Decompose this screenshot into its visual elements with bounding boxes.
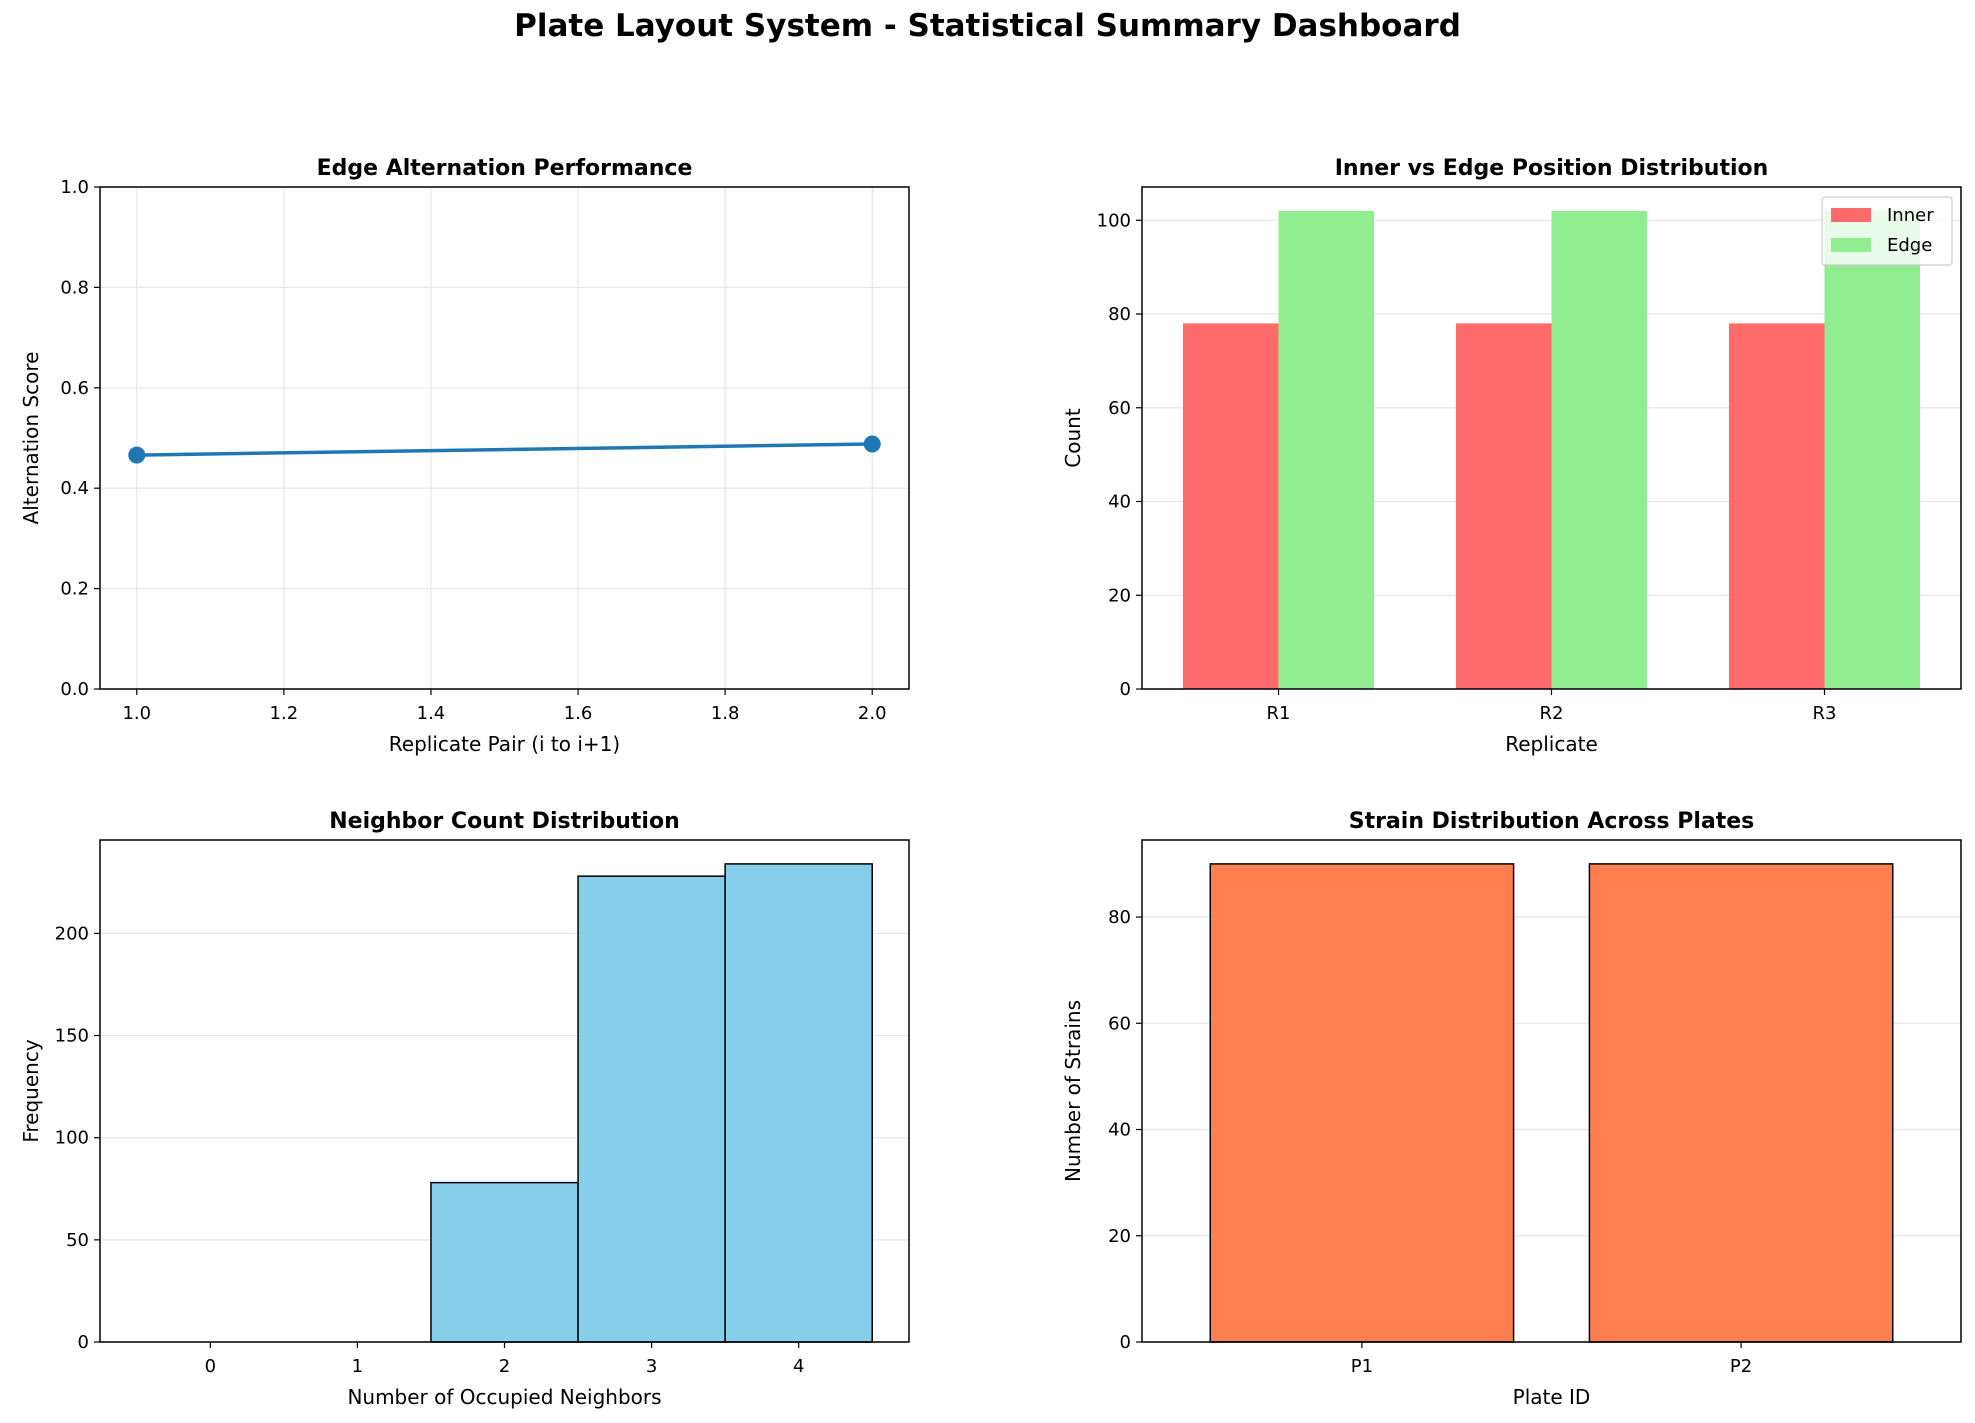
x-tick-label: 1.4 xyxy=(417,703,446,724)
x-tick-label: 3 xyxy=(646,1356,657,1377)
y-tick-label: 20 xyxy=(1108,1226,1131,1247)
x-tick-label: 1.2 xyxy=(270,703,299,724)
y-tick-label: 50 xyxy=(66,1230,89,1251)
bar-edge xyxy=(1551,210,1648,689)
y-tick-label: 0 xyxy=(1120,679,1131,700)
legend-swatch xyxy=(1831,238,1871,252)
y-axis-label: Frequency xyxy=(19,1039,43,1142)
histogram-bar xyxy=(577,875,726,1343)
bar-inner xyxy=(1455,323,1552,689)
x-axis-label: Replicate Pair (i to i+1) xyxy=(389,732,620,756)
y-axis-label: Alternation Score xyxy=(19,352,43,525)
x-tick-label: 4 xyxy=(793,1356,804,1377)
x-axis-label: Plate ID xyxy=(1513,1385,1591,1409)
x-tick-label: P2 xyxy=(1730,1356,1752,1377)
subplot-neighbor-count: 0 50 100 150 200 0 1 2 3 4 Neighbor Count Distribu… xyxy=(19,809,910,1409)
y-tick-label: 60 xyxy=(1108,398,1131,419)
y-axis-label: Count xyxy=(1061,408,1085,468)
x-tick-label: P1 xyxy=(1351,1356,1373,1377)
y-tick-label: 0.8 xyxy=(60,277,89,298)
bar-inner xyxy=(1728,323,1825,689)
y-tick-label: 80 xyxy=(1108,907,1131,928)
bar-edge xyxy=(1824,210,1921,689)
subplot-edge-alternation: 1.0 1.2 1.4 1.6 1.8 2.0 0.0 0.2 0.4 0.6 0.8 1.0 Edge… xyxy=(19,156,910,756)
y-tick-label: 0 xyxy=(1120,1332,1131,1353)
subplot-title: Strain Distribution Across Plates xyxy=(1349,809,1755,834)
x-axis-label: Number of Occupied Neighbors xyxy=(347,1385,661,1409)
histogram-bar xyxy=(430,1181,579,1343)
y-tick-label: 100 xyxy=(55,1128,89,1149)
y-tick-label: 0.2 xyxy=(60,579,89,600)
y-tick-label: 100 xyxy=(1097,210,1131,231)
y-tick-label: 0.0 xyxy=(60,679,89,700)
x-tick-label: 1.6 xyxy=(564,703,593,724)
axes-frame xyxy=(1141,839,1962,1343)
strain-bar xyxy=(1588,863,1894,1343)
bar-edge xyxy=(1278,210,1375,689)
x-tick-label: R3 xyxy=(1813,703,1837,724)
x-tick-label: 1.8 xyxy=(711,703,740,724)
axes-frame xyxy=(99,839,910,1343)
x-tick-label: 1 xyxy=(352,1356,363,1377)
y-tick-label: 0 xyxy=(78,1332,89,1353)
subplot-title: Edge Alternation Performance xyxy=(317,156,693,181)
axes-frame xyxy=(1141,186,1962,690)
data-point xyxy=(128,446,146,464)
x-tick-label: 2.0 xyxy=(858,703,887,724)
subplot-title: Neighbor Count Distribution xyxy=(329,809,679,834)
series-line xyxy=(136,442,873,457)
y-tick-label: 1.0 xyxy=(60,177,89,198)
y-tick-label: 40 xyxy=(1108,1120,1131,1141)
x-tick-label: R2 xyxy=(1540,703,1564,724)
y-tick-label: 200 xyxy=(55,923,89,944)
x-tick-label: 0 xyxy=(205,1356,216,1377)
dashboard-title: Plate Layout System - Statistical Summar… xyxy=(514,8,1461,44)
bar-inner xyxy=(1182,323,1279,689)
subplot-strain-distribution: 0 20 40 60 80 P1 P2 Strain Distribution Across … xyxy=(1061,809,1962,1409)
y-tick-label: 150 xyxy=(55,1026,89,1047)
x-tick-label: R1 xyxy=(1267,703,1291,724)
x-axis-label: Replicate xyxy=(1505,732,1598,756)
y-tick-label: 60 xyxy=(1108,1013,1131,1034)
data-point xyxy=(863,435,881,453)
y-tick-label: 0.4 xyxy=(60,478,89,499)
subplot-inner-vs-edge: 0 20 40 60 80 100 R1 R2 R3 Inner vs Edge Position… xyxy=(1061,156,1962,756)
strain-bar xyxy=(1209,863,1515,1343)
y-tick-label: 80 xyxy=(1108,304,1131,325)
y-axis-label: Number of Strains xyxy=(1061,1000,1085,1182)
y-tick-label: 20 xyxy=(1108,585,1131,606)
legend-label: Inner xyxy=(1887,205,1934,226)
y-tick-label: 0.6 xyxy=(60,378,89,399)
subplot-title: Inner vs Edge Position Distribution xyxy=(1335,156,1769,181)
legend-label: Edge xyxy=(1887,235,1932,256)
x-tick-label: 2 xyxy=(499,1356,510,1377)
legend-swatch xyxy=(1831,208,1871,222)
axes-frame xyxy=(99,186,910,690)
y-tick-label: 40 xyxy=(1108,492,1131,513)
x-tick-label: 1.0 xyxy=(122,703,151,724)
histogram-bar xyxy=(724,863,873,1343)
